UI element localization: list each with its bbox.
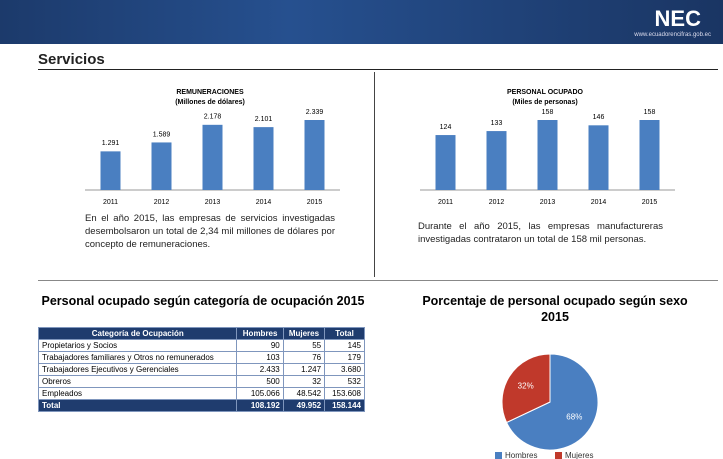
bar [486,131,507,190]
table-cell: 179 [324,351,365,364]
table-cell: Propietarios y Socios [37,339,238,352]
x-tick-label: 2011 [438,199,453,206]
data-label: 2.339 [306,109,324,116]
table-header: Categoría de Ocupación Hombres Mujeres Tota… [37,327,365,340]
table-cell: 90 [236,339,284,352]
header-cell: Total [324,327,365,340]
bar [202,124,223,190]
table-cell: Total [37,399,238,412]
pie-slice [505,353,599,451]
table-cell: Empleados [37,387,238,400]
chart-subtitle: (Millones de dólares) [175,99,245,106]
x-tick-label: 2012 [489,199,505,206]
table-cell: 48.542 [282,387,326,400]
header-cell: Categoría de Ocupación [37,327,238,340]
data-label: 2.101 [255,116,273,123]
x-tick-label: 2013 [205,199,221,206]
bar [435,135,456,190]
table-cell: 108.192 [236,399,284,412]
divider [38,280,718,281]
table-cell: 105.066 [236,387,284,400]
data-label: 158 [644,109,656,116]
x-tick-label: 2014 [591,199,607,206]
data-label: 158 [542,109,554,116]
divider [374,72,375,277]
table-cell: Obreros [37,375,238,388]
table-row: Total 108.192 49.952 158.144 [37,399,365,412]
rule [38,69,718,70]
legend-swatch [495,452,502,459]
bar [537,120,558,190]
table-row: Propietarios y Socios 90 55 145 [37,339,365,352]
bar [253,127,274,190]
bar [304,120,325,190]
chart-subtitle: (Miles de personas) [512,99,577,106]
bar [151,142,172,190]
table-cell: 55 [282,339,326,352]
banner [0,0,723,44]
chart: REMUNERACIONES (Millones de dólares) 1.291… [85,89,340,206]
table-cell: 153.608 [324,387,365,400]
paragraph: Durante el año 2015, las empresas manufa… [418,221,663,245]
table: Categoría de Ocupación Hombres Mujeres Tota… [37,327,365,412]
table-cell: 1.247 [282,363,326,376]
legend-label: Mujeres [565,451,593,459]
chart-title: Porcentaje de personal ocupado según sex… [422,294,688,324]
table-cell: 3.680 [324,363,365,376]
data-label: 32% [518,382,534,391]
data-label: 2.178 [204,114,222,121]
table-cell: 103 [236,351,284,364]
table-cell: 500 [236,375,284,388]
paragraph: En el año 2015, las empresas de servicio… [85,213,335,250]
chart-title: REMUNERACIONES [176,89,244,96]
x-tick-label: 2012 [154,199,170,206]
table-title: Personal ocupado según categoría de ocup… [41,294,365,308]
logo: NEC [654,6,701,31]
url: www.ecuadorencifras.gob.ec [634,32,711,38]
chart-title: PERSONAL OCUPADO [507,89,584,96]
data-label: 146 [593,114,605,121]
pie-slice [501,353,551,424]
table-row: Trabajadores Ejecutivos y Gerenciales 2.4… [37,363,365,376]
table-cell: 49.952 [282,399,326,412]
legend-swatch [555,452,562,459]
chart: Porcentaje de personal ocupado según sex… [422,294,688,459]
legend-label: Hombres [505,451,537,459]
table-cell: 76 [282,351,326,364]
bar [639,120,660,190]
table-row: Obreros 500 32 532 [37,375,365,388]
header-cell: Mujeres [282,327,326,340]
header-cell: Hombres [236,327,284,340]
section-title: Servicios [38,51,105,68]
table-cell: 158.144 [324,399,365,412]
data-label: 68% [566,413,582,422]
data-label: 133 [491,120,503,127]
table-row: Empleados 105.066 48.542 153.608 [37,387,365,400]
table-cell: 32 [282,375,326,388]
table-cell: Trabajadores Ejecutivos y Gerenciales [37,363,238,376]
chart: PERSONAL OCUPADO (Miles de personas) 124 20… [420,89,675,206]
bar [100,151,121,190]
x-tick-label: 2014 [256,199,272,206]
data-label: 1.291 [102,140,120,147]
table-cell: 532 [324,375,365,388]
x-tick-label: 2015 [642,199,658,206]
data-label: 1.589 [153,131,171,138]
x-tick-label: 2011 [103,199,118,206]
x-tick-label: 2013 [540,199,556,206]
table-cell: Trabajadores familiares y Otros no remun… [37,351,238,364]
table-cell: 2.433 [236,363,284,376]
x-tick-label: 2015 [307,199,323,206]
table-cell: 145 [324,339,365,352]
data-label: 124 [440,124,452,131]
table-row: Trabajadores familiares y Otros no remun… [37,351,365,364]
bar [588,125,609,190]
